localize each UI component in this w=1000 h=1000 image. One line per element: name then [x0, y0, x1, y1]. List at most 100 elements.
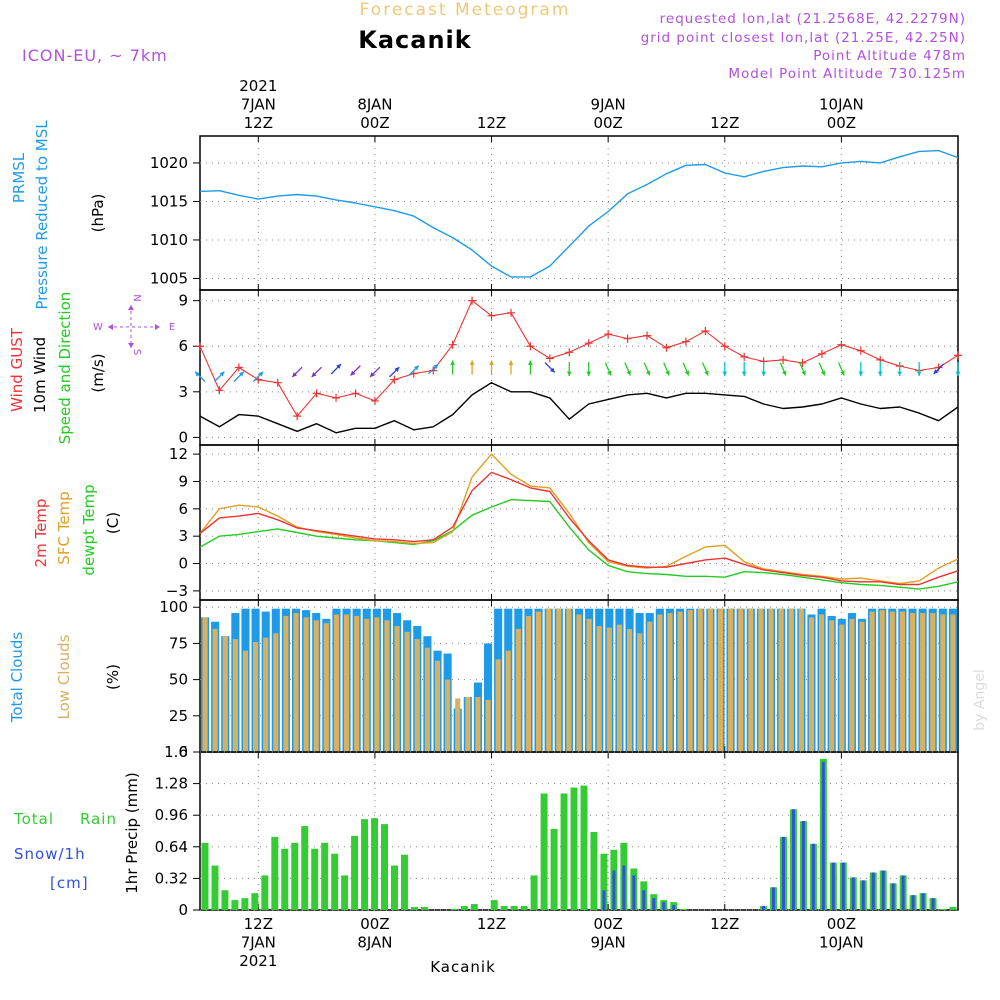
rain-bar — [251, 893, 259, 910]
wind-direction-arrow — [450, 360, 456, 375]
low-clouds-bar — [758, 608, 764, 752]
sfc-temp-line — [199, 453, 959, 585]
snow-bar — [781, 836, 785, 910]
time-tick-label: 7JAN — [241, 96, 276, 114]
gust-marker — [837, 340, 846, 349]
wind-arrow-head — [433, 364, 439, 369]
y-tick-label: 0.96 — [155, 806, 188, 824]
wind-arrow-head — [781, 370, 787, 376]
gust-marker — [312, 389, 321, 398]
pressure-label-2: Pressure Reduced to MSL — [33, 120, 51, 310]
wind-direction-arrow — [741, 362, 747, 377]
rain-bar — [391, 865, 398, 910]
temp2m-label: 2m Temp — [32, 499, 50, 568]
gust-marker — [545, 354, 554, 363]
low-clouds-bar — [323, 623, 329, 752]
gust-line — [199, 300, 959, 417]
wind-direction-arrow — [837, 362, 845, 376]
wind-direction-arrow — [508, 360, 514, 375]
low-clouds-bar — [515, 628, 521, 752]
low-clouds-bar — [434, 660, 441, 752]
low-clouds-bar — [697, 608, 703, 752]
snow-bar — [881, 870, 885, 910]
gust-marker — [273, 378, 282, 387]
y-tick-label: 12 — [169, 445, 188, 463]
rain-bar — [361, 819, 369, 910]
low-clouds-bar — [364, 618, 370, 752]
y-tick-label: 0 — [178, 555, 188, 573]
rain-bar — [580, 785, 588, 910]
rain-bar — [500, 906, 508, 910]
snow-bar — [762, 906, 766, 910]
point-altitude: Point Altitude 478m — [813, 48, 966, 64]
gust-marker — [487, 311, 496, 320]
model-label: ICON-EU, ~ 7km — [22, 46, 168, 65]
snow-bar — [801, 821, 805, 910]
low-clouds-bar — [829, 620, 835, 752]
y-tick-label: 9 — [178, 292, 188, 310]
wind-direction-arrow — [955, 362, 961, 377]
wind-direction-arrow — [233, 371, 245, 382]
wind-direction-arrow — [858, 362, 864, 377]
compass-rose: W E N S — [93, 294, 175, 355]
total-label: Total — [13, 810, 54, 828]
gust-marker — [643, 331, 652, 340]
wind-direction-arrow — [877, 362, 883, 377]
rain-bar — [420, 907, 428, 910]
wind-direction-arrow — [779, 362, 787, 376]
y-tick-label: 6 — [178, 500, 188, 518]
low-clouds-bar — [354, 615, 360, 752]
time-tick-label: 00Z — [360, 114, 389, 132]
snow-bar — [672, 905, 676, 910]
time-tick-label: 12Z — [477, 114, 506, 132]
low-clouds-bar — [940, 614, 946, 752]
low-clouds-bar — [505, 650, 511, 752]
low-clouds-bar — [222, 636, 228, 752]
temp-unit: (C) — [104, 512, 122, 534]
low-clouds-bar — [546, 608, 552, 752]
wind-arrow-head — [820, 370, 826, 376]
wind-arrow-head — [350, 370, 356, 376]
gust-marker — [370, 396, 379, 405]
compass-east: E — [169, 322, 175, 333]
wind-arrow-head — [741, 371, 747, 377]
low-clouds-bar — [778, 608, 784, 752]
time-tick-label: 12Z — [244, 114, 273, 132]
rain-bar — [590, 831, 598, 910]
wind-arrow-head — [722, 371, 728, 377]
time-tick-label: 9JAN — [591, 934, 626, 952]
total-clouds-label: Total Clouds — [8, 632, 26, 724]
low-clouds-bar — [293, 613, 299, 752]
low-clouds-bar — [495, 659, 501, 752]
rain-bar — [381, 824, 388, 910]
y-tick-label: 0 — [178, 743, 188, 761]
low-clouds-bar — [738, 608, 744, 752]
rain-bar — [351, 835, 359, 910]
dewpt-label: dewpt Temp — [80, 484, 98, 575]
low-clouds-bar — [445, 679, 451, 752]
low-clouds-bar — [273, 633, 279, 752]
y-tick-label: 75 — [169, 634, 188, 652]
wind10m-line — [199, 382, 959, 434]
snow-bar — [901, 875, 905, 910]
snow-bar — [921, 893, 925, 910]
wind-direction-arrow — [604, 362, 612, 376]
rain-bar — [470, 904, 478, 910]
rain-bar — [540, 793, 548, 910]
snow-bar — [811, 843, 815, 910]
wind-direction-arrow — [701, 362, 709, 376]
wind-arrow-head — [684, 370, 690, 376]
time-tick-label: 00Z — [827, 114, 856, 132]
time-tick-label: 00Z — [593, 114, 622, 132]
snow-bar — [791, 809, 795, 910]
low-clouds-bar — [455, 698, 461, 752]
wind-arrow-head — [195, 371, 200, 377]
rain-bar — [321, 842, 329, 910]
low-clouds-bar — [414, 639, 420, 752]
wind-direction-arrow — [933, 363, 944, 375]
low-clouds-bar — [788, 608, 794, 752]
snow-bar — [612, 870, 616, 910]
y-tick-label: 6 — [178, 337, 188, 355]
bottom-location-label: Kacanik — [430, 958, 496, 976]
